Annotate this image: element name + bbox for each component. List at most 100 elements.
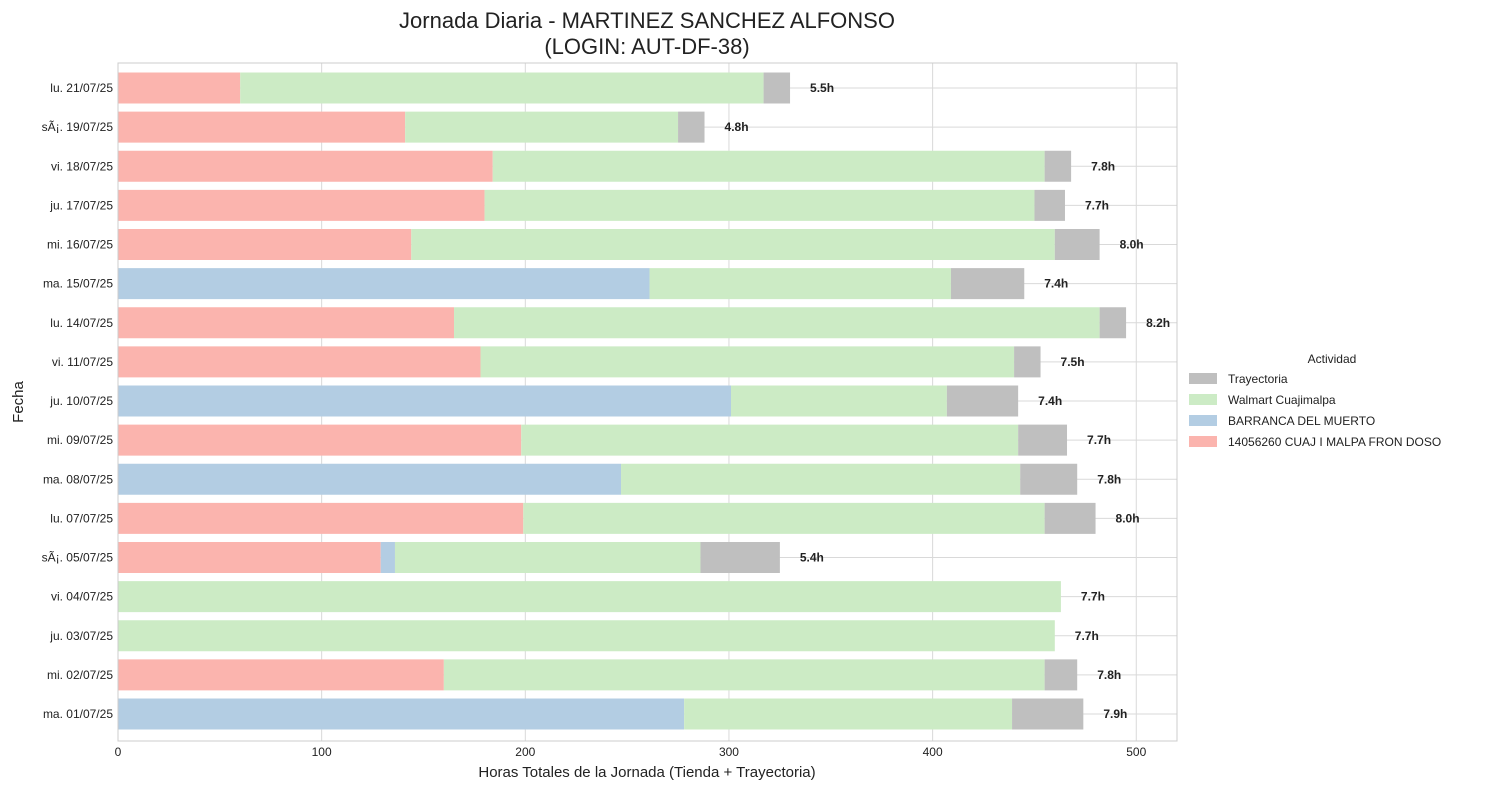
bar-segment	[405, 111, 679, 143]
y-tick-label: vi. 11/07/25	[52, 355, 113, 369]
bar-segment	[1012, 698, 1084, 730]
y-tick-label: lu. 07/07/25	[50, 511, 113, 525]
total-label: 7.5h	[1061, 355, 1085, 369]
total-label: 8.0h	[1120, 238, 1144, 252]
total-label: 7.7h	[1081, 590, 1105, 604]
bar-segment	[1044, 150, 1072, 182]
bar-segment	[1099, 307, 1127, 339]
y-tick-label: ma. 01/07/25	[43, 707, 113, 721]
bar-segment	[523, 502, 1045, 534]
y-tick-label: mi. 16/07/25	[47, 238, 113, 252]
bar-segment	[946, 385, 1019, 417]
y-tick-label: mi. 02/07/25	[47, 668, 113, 682]
total-label: 5.5h	[810, 81, 834, 95]
y-tick-label: sÃ¡. 19/07/25	[42, 120, 114, 134]
bars	[118, 72, 1127, 730]
total-label: 8.2h	[1146, 316, 1170, 330]
bar-segment	[240, 72, 764, 104]
bar-segment	[118, 346, 481, 378]
bar-segment	[730, 385, 947, 417]
total-label: 8.0h	[1116, 511, 1140, 525]
bar-segment	[678, 111, 705, 143]
chart-title-line1: Jornada Diaria - MARTINEZ SANCHEZ ALFONS…	[399, 8, 895, 33]
legend-swatch	[1189, 394, 1217, 405]
legend-swatch	[1189, 436, 1217, 447]
total-label: 7.4h	[1038, 394, 1062, 408]
x-tick-label: 300	[719, 745, 739, 759]
total-label: 7.7h	[1087, 433, 1111, 447]
x-tick-label: 200	[515, 745, 535, 759]
y-tick-label: lu. 21/07/25	[50, 81, 113, 95]
bar-segment	[118, 229, 412, 260]
y-tick-label: ma. 08/07/25	[43, 472, 113, 486]
legend-label: Walmart Cuajimalpa	[1228, 393, 1336, 407]
total-label: 7.7h	[1085, 198, 1109, 212]
bar-segment	[443, 659, 1045, 691]
x-tick-label: 500	[1126, 745, 1146, 759]
chart-title-line2: (LOGIN: AUT-DF-38)	[544, 34, 749, 59]
bar-segment	[118, 698, 685, 730]
y-axis-label: Fecha	[10, 381, 27, 423]
y-tick-label: sÃ¡. 05/07/25	[42, 551, 114, 565]
legend-title: Actividad	[1308, 352, 1357, 366]
bar-segment	[1044, 502, 1096, 534]
bar-segment	[763, 72, 791, 104]
total-label: 7.8h	[1091, 159, 1115, 173]
total-label: 5.4h	[800, 551, 824, 565]
legend-swatch	[1189, 415, 1217, 426]
bar-segment	[1044, 659, 1078, 691]
bar-segment	[118, 463, 622, 495]
total-label: 7.7h	[1075, 629, 1099, 643]
bar-segment	[394, 542, 701, 573]
x-axis-label: Horas Totales de la Jornada (Tienda + Tr…	[478, 764, 815, 781]
legend-swatch	[1189, 373, 1217, 384]
total-label: 7.8h	[1097, 472, 1121, 486]
bar-segment	[1018, 424, 1068, 456]
y-tick-label: lu. 14/07/25	[50, 316, 113, 330]
y-tick-label: vi. 18/07/25	[51, 159, 113, 173]
y-tick-label: ju. 10/07/25	[49, 394, 113, 408]
x-tick-label: 0	[115, 745, 122, 759]
y-ticks: lu. 21/07/25 sÃ¡. 19/07/25 vi. 18/07/25 ju.…	[42, 81, 114, 721]
bar-segment	[118, 385, 731, 417]
bar-segment	[118, 150, 493, 182]
bar-segment	[480, 346, 1015, 378]
bar-segment	[700, 542, 780, 573]
bar-segment	[684, 698, 1013, 730]
bar-segment	[1020, 463, 1078, 495]
total-label: 7.8h	[1097, 668, 1121, 682]
legend-label: Trayectoria	[1228, 372, 1288, 386]
y-tick-label: ju. 17/07/25	[49, 198, 113, 212]
bar-segment	[118, 659, 444, 691]
bar-segment	[118, 268, 650, 300]
y-tick-label: mi. 09/07/25	[47, 433, 113, 447]
bar-segment	[492, 150, 1045, 182]
total-label: 4.8h	[725, 120, 749, 134]
bar-segment	[118, 72, 241, 104]
y-tick-label: vi. 04/07/25	[51, 590, 113, 604]
total-label: 7.4h	[1044, 277, 1068, 291]
bar-segment	[1014, 346, 1041, 378]
legend-label: 14056260 CUAJ I MALPA FRON DOSO	[1228, 435, 1441, 449]
bar-segment	[484, 189, 1035, 221]
bar-segment	[118, 189, 485, 221]
bar-segment	[454, 307, 1100, 339]
total-label: 7.9h	[1103, 707, 1127, 721]
bar-segment	[118, 307, 455, 339]
legend: Actividad Trayectoria Walmart Cuajimalpa B…	[1189, 352, 1441, 449]
y-tick-label: ju. 03/07/25	[49, 629, 113, 643]
bar-segment	[950, 268, 1025, 300]
data-labels: 5.5h 4.8h 7.8h 7.7h 8.0h 7.4h 8.2h 7.5h 7.4h 7.7h…	[725, 81, 1171, 721]
bar-segment	[118, 424, 522, 456]
legend-label: BARRANCA DEL MUERTO	[1228, 414, 1375, 428]
y-tick-label: ma. 15/07/25	[43, 277, 113, 291]
x-tick-label: 400	[923, 745, 943, 759]
plot-frame	[117, 62, 1178, 742]
bar-segment	[118, 620, 1055, 652]
bar-segment	[118, 111, 406, 143]
bar-segment	[118, 542, 381, 573]
bar-segment	[118, 502, 524, 534]
bar-segment	[411, 229, 1055, 260]
bar-segment	[649, 268, 951, 300]
